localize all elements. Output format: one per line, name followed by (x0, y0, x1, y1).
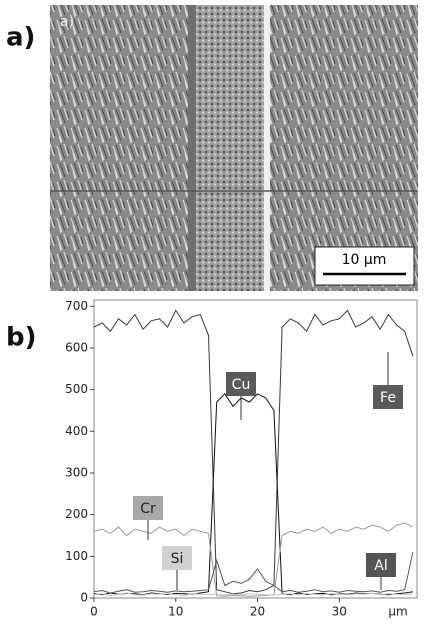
data-line (93, 552, 414, 594)
panel-label: a) (6, 23, 35, 53)
label-box (226, 372, 256, 396)
scale-bar-label: 10 μm (342, 252, 387, 268)
data-line (93, 393, 413, 596)
plot-frame (93, 299, 418, 599)
series-label: Cu (232, 377, 251, 393)
data-line (93, 309, 414, 595)
y-tick-label: 100 (65, 549, 88, 563)
x-tick-label: 20 (250, 605, 265, 619)
data-line (93, 592, 413, 597)
y-tick-label: 0 (80, 591, 88, 605)
sem-image (50, 5, 418, 291)
series-label: Fe (380, 390, 396, 406)
image-label: a) (60, 14, 74, 30)
x-tick-label: 30 (332, 605, 347, 619)
series-label: Si (171, 551, 184, 567)
y-tick-label: 500 (65, 382, 88, 396)
x-axis-label: μm (388, 605, 407, 619)
label-box (133, 496, 163, 520)
label-box (366, 553, 396, 577)
y-tick-label: 700 (65, 299, 88, 313)
y-tick-label: 200 (65, 507, 88, 521)
x-tick-label: 0 (90, 605, 98, 619)
label-box (373, 385, 403, 409)
y-tick-label: 400 (65, 424, 88, 438)
panel-label: b) (6, 323, 37, 353)
data-line (93, 522, 414, 597)
label-box (162, 546, 192, 570)
y-tick-label: 600 (65, 340, 88, 354)
series-label: Al (374, 558, 387, 574)
series-label: Cr (140, 501, 156, 517)
y-tick-label: 300 (65, 465, 88, 479)
x-tick-label: 10 (168, 605, 183, 619)
